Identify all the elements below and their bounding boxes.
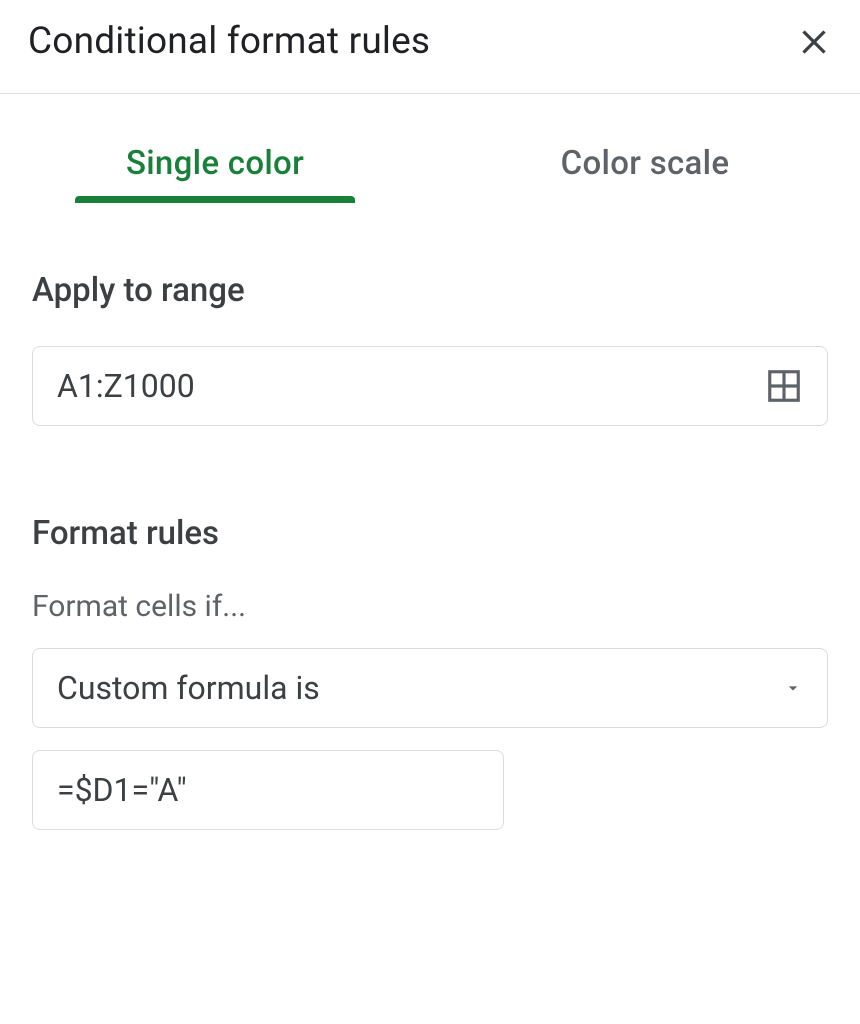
close-icon xyxy=(796,24,832,60)
chevron-down-icon xyxy=(783,678,803,698)
tab-single-color[interactable]: Single color xyxy=(0,134,430,201)
tab-color-scale[interactable]: Color scale xyxy=(430,134,860,201)
tab-color-scale-label: Color scale xyxy=(561,144,730,183)
formula-input-container[interactable] xyxy=(32,750,504,830)
panel-title: Conditional format rules xyxy=(28,20,430,63)
apply-to-range-label: Apply to range xyxy=(32,271,828,310)
range-input[interactable] xyxy=(57,367,765,405)
condition-value: Custom formula is xyxy=(57,669,320,707)
grid-icon xyxy=(765,367,803,405)
tab-single-color-label: Single color xyxy=(126,144,304,183)
format-rules-section: Format rules Format cells if... Custom f… xyxy=(32,514,828,830)
close-button[interactable] xyxy=(796,24,832,60)
format-rules-label: Format rules xyxy=(32,514,828,553)
panel-content: Apply to range Format rules Format cells… xyxy=(0,201,860,830)
format-cells-if-label: Format cells if... xyxy=(32,589,828,624)
formula-input[interactable] xyxy=(57,771,479,809)
range-picker-button[interactable] xyxy=(765,367,803,405)
condition-select[interactable]: Custom formula is xyxy=(32,648,828,728)
dropdown-arrow xyxy=(783,678,803,698)
panel-header: Conditional format rules xyxy=(0,0,860,93)
range-input-container[interactable] xyxy=(32,346,828,426)
tabs-container: Single color Color scale xyxy=(0,94,860,201)
tab-active-indicator xyxy=(75,196,355,203)
